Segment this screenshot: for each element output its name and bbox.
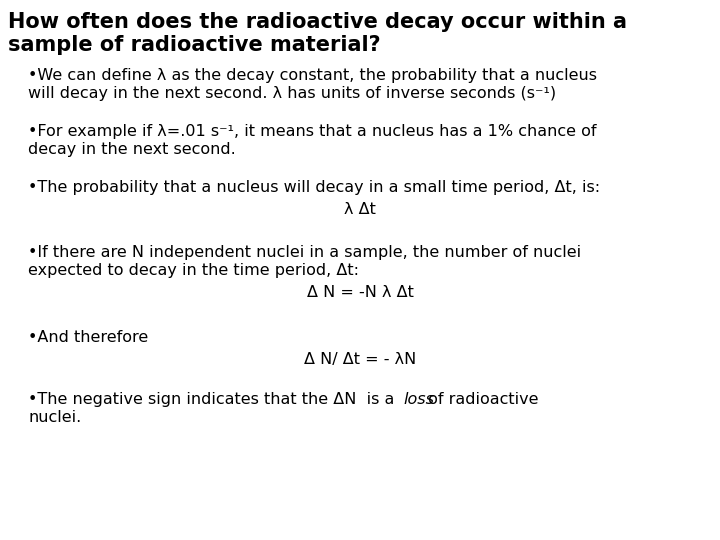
Text: nuclei.: nuclei.: [28, 410, 81, 425]
Text: of radioactive: of radioactive: [423, 392, 539, 407]
Text: •And therefore: •And therefore: [28, 330, 148, 345]
Text: Δ N = -N λ Δt: Δ N = -N λ Δt: [307, 285, 413, 300]
Text: λ Δt: λ Δt: [344, 202, 376, 217]
Text: decay in the next second.: decay in the next second.: [28, 142, 235, 157]
Text: Δ N/ Δt = - λN: Δ N/ Δt = - λN: [304, 352, 416, 367]
Text: •For example if λ=.01 s⁻¹, it means that a nucleus has a 1% chance of: •For example if λ=.01 s⁻¹, it means that…: [28, 124, 596, 139]
Text: loss: loss: [403, 392, 434, 407]
Text: •The negative sign indicates that the ΔN  is a: •The negative sign indicates that the ΔN…: [28, 392, 400, 407]
Text: expected to decay in the time period, Δt:: expected to decay in the time period, Δt…: [28, 263, 359, 278]
Text: sample of radioactive material?: sample of radioactive material?: [8, 35, 381, 55]
Text: will decay in the next second. λ has units of inverse seconds (s⁻¹): will decay in the next second. λ has uni…: [28, 86, 556, 101]
Text: •If there are N independent nuclei in a sample, the number of nuclei: •If there are N independent nuclei in a …: [28, 245, 581, 260]
Text: •The probability that a nucleus will decay in a small time period, Δt, is:: •The probability that a nucleus will dec…: [28, 180, 600, 195]
Text: •We can define λ as the decay constant, the probability that a nucleus: •We can define λ as the decay constant, …: [28, 68, 597, 83]
Text: How often does the radioactive decay occur within a: How often does the radioactive decay occ…: [8, 12, 627, 32]
